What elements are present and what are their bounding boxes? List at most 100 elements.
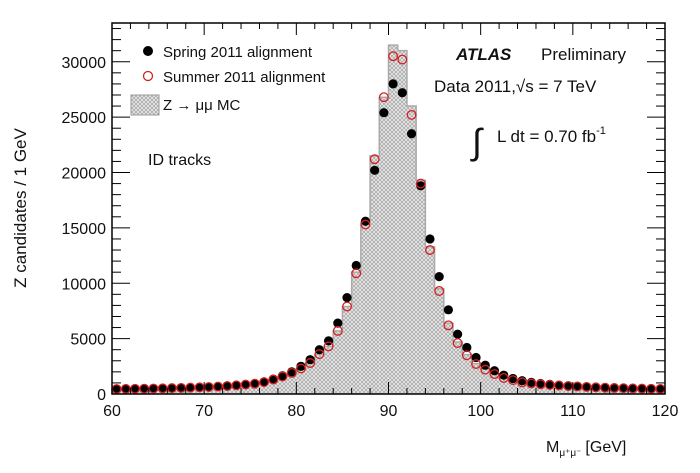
spring-point xyxy=(425,234,435,244)
summer-point xyxy=(480,364,491,375)
summer-point xyxy=(277,371,288,382)
spring-point xyxy=(333,318,343,328)
summer-point xyxy=(240,379,251,390)
spring-point xyxy=(489,366,500,376)
y-axis: 0 5000 10000 15000 20000 25000 30000 xyxy=(62,28,665,404)
spring-point xyxy=(167,383,177,393)
mc-bin xyxy=(370,155,380,394)
mc-bin xyxy=(480,369,490,394)
summer-point xyxy=(434,286,445,296)
mc-bin xyxy=(268,379,278,394)
summer-point xyxy=(249,378,260,389)
mc-bin xyxy=(379,97,389,394)
mc-bin xyxy=(443,323,454,394)
summer-point xyxy=(397,54,408,65)
mc-bin xyxy=(305,363,315,394)
summer-point xyxy=(517,377,528,388)
spring-point xyxy=(406,129,417,139)
summer-point xyxy=(526,378,537,389)
y-tick-label: 0 xyxy=(97,387,106,404)
spring-point xyxy=(591,382,601,392)
mc-bin xyxy=(333,330,343,394)
summer-point xyxy=(388,51,399,62)
spring-point xyxy=(443,305,454,315)
summer-point xyxy=(507,375,518,386)
mc-bin xyxy=(434,288,444,394)
spring-point xyxy=(628,383,638,393)
summer-point xyxy=(351,268,362,279)
summer-point xyxy=(406,109,417,120)
spring-point xyxy=(194,382,205,392)
spring-point xyxy=(121,384,131,394)
spring-point xyxy=(600,382,610,393)
legend-mc-swatch xyxy=(130,94,160,116)
spring-point xyxy=(379,108,389,118)
summer-point xyxy=(360,219,371,230)
legend-spring-marker xyxy=(143,46,153,56)
x-tick-label: 70 xyxy=(195,403,213,420)
mc-bin xyxy=(277,376,288,394)
mc-bin xyxy=(462,354,472,394)
spring-point xyxy=(130,384,140,394)
legend-summer-label: Summer 2011 alignment xyxy=(163,69,326,86)
mc-bin xyxy=(397,50,407,395)
mc-bin xyxy=(296,368,306,394)
summer-point xyxy=(452,338,463,349)
spring-point xyxy=(545,379,555,389)
y-tick-label: 25000 xyxy=(62,110,107,127)
spring-point xyxy=(296,361,306,371)
summer-point xyxy=(259,377,270,388)
summer-point xyxy=(268,374,279,385)
mc-bin xyxy=(508,379,518,394)
legend-spring-label: Spring 2011 alignment xyxy=(163,44,313,61)
summer-point xyxy=(222,381,233,391)
spring-point xyxy=(609,383,619,393)
spring-point xyxy=(637,383,647,394)
mc-bin xyxy=(250,383,260,394)
spring-point xyxy=(231,380,242,390)
mc-bin xyxy=(388,45,398,394)
x-tick-label: 110 xyxy=(560,403,586,420)
spring-series xyxy=(112,79,665,394)
mc-bin xyxy=(314,354,324,394)
mc-bin xyxy=(489,373,500,394)
summer-point xyxy=(342,301,352,312)
mc-bin xyxy=(287,373,297,394)
summer-point xyxy=(305,358,316,368)
summer-point xyxy=(231,380,242,391)
spring-point xyxy=(554,380,564,390)
spring-point xyxy=(222,381,232,391)
spring-point xyxy=(213,381,223,392)
mc-bin xyxy=(453,341,463,394)
spring-point xyxy=(572,381,583,391)
mc-bin xyxy=(259,382,269,394)
id-tracks-label: ID tracks xyxy=(148,152,211,169)
summer-point xyxy=(461,350,472,361)
spring-point xyxy=(148,383,159,394)
spring-point xyxy=(112,384,122,394)
spring-point xyxy=(241,379,251,390)
spring-point xyxy=(434,272,444,282)
spring-point xyxy=(582,382,592,392)
summer-point xyxy=(314,349,325,360)
summer-point xyxy=(323,341,334,352)
spring-point xyxy=(305,355,315,365)
integral-symbol: ∫ xyxy=(470,121,484,162)
mc-bin xyxy=(342,306,352,394)
x-axis-label: Mμ⁺μ⁻ [GeV] xyxy=(546,439,626,459)
preliminary-label: Preliminary xyxy=(541,45,627,64)
x-tick-label: 80 xyxy=(287,403,305,420)
mc-bin xyxy=(526,383,536,394)
spring-point xyxy=(342,293,352,303)
x-tick-label: 60 xyxy=(103,403,121,420)
y-tick-label: 10000 xyxy=(62,276,107,293)
y-tick-label: 15000 xyxy=(62,221,107,238)
summer-point xyxy=(471,359,482,370)
x-tick-label: 100 xyxy=(467,403,494,420)
summer-point xyxy=(378,92,389,103)
spring-point xyxy=(268,374,278,384)
mc-bin xyxy=(323,346,334,394)
spring-point xyxy=(185,383,195,393)
